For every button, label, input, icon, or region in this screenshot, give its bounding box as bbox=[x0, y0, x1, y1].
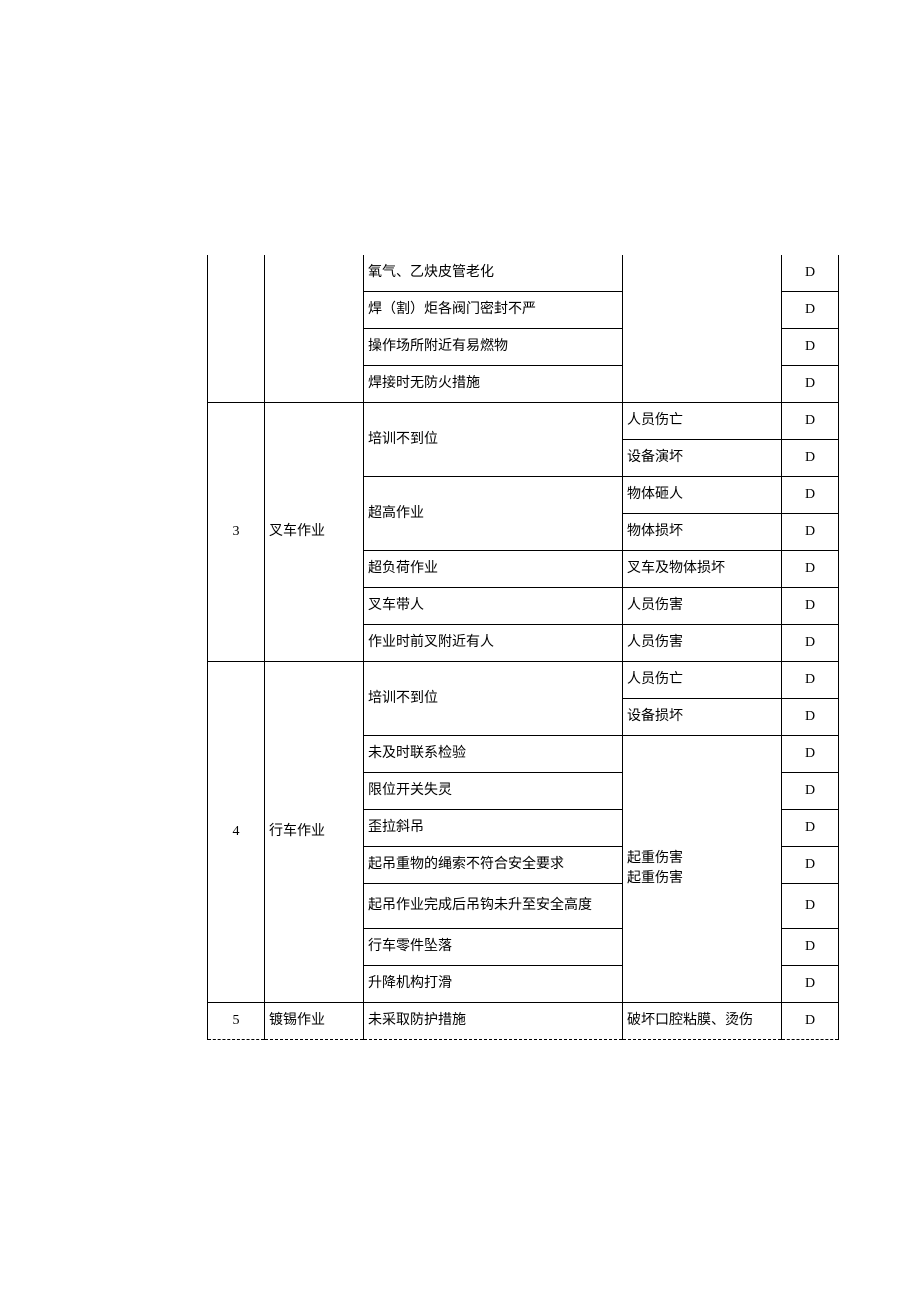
risk-grade: D bbox=[782, 255, 839, 292]
hazard-effect: 人员伤亡 bbox=[623, 403, 782, 440]
risk-grade: D bbox=[782, 847, 839, 884]
row-number bbox=[208, 255, 265, 403]
hazard-cause: 操作场所附近有易燃物 bbox=[364, 329, 623, 366]
hazard-effect: 物体砸人 bbox=[623, 477, 782, 514]
hazard-cause: 未采取防护措施 bbox=[364, 1003, 623, 1040]
operation-name: 行车作业 bbox=[265, 662, 364, 1003]
table-row: 4行车作业培训不到位人员伤亡D bbox=[208, 662, 839, 699]
hazard-cause: 限位开关失灵 bbox=[364, 773, 623, 810]
hazard-effect bbox=[623, 255, 782, 403]
risk-grade: D bbox=[782, 551, 839, 588]
document-page: 氧气、乙炔皮管老化 D 焊（割）炬各阀门密封不严 D 操作场所附近有易燃物 D 焊接时无防火… bbox=[0, 0, 920, 1290]
hazard-cause: 歪拉斜吊 bbox=[364, 810, 623, 847]
hazard-cause: 行车零件坠落 bbox=[364, 929, 623, 966]
hazard-effect: 人员伤害 bbox=[623, 625, 782, 662]
hazard-cause: 氧气、乙炔皮管老化 bbox=[364, 255, 623, 292]
risk-grade: D bbox=[782, 366, 839, 403]
risk-grade: D bbox=[782, 514, 839, 551]
hazard-cause: 作业时前叉附近有人 bbox=[364, 625, 623, 662]
hazard-cause: 超负荷作业 bbox=[364, 551, 623, 588]
hazard-effect: 物体损坏 bbox=[623, 514, 782, 551]
hazard-cause: 焊接时无防火措施 bbox=[364, 366, 623, 403]
row-number: 4 bbox=[208, 662, 265, 1003]
risk-grade: D bbox=[782, 929, 839, 966]
hazard-cause: 未及时联系检验 bbox=[364, 736, 623, 773]
hazard-effect: 起重伤害起重伤害 bbox=[623, 736, 782, 1003]
hazard-effect: 设备损坏 bbox=[623, 699, 782, 736]
row-number: 5 bbox=[208, 1003, 265, 1040]
hazard-effect: 人员伤亡 bbox=[623, 662, 782, 699]
operation-name bbox=[265, 255, 364, 403]
risk-grade: D bbox=[782, 440, 839, 477]
risk-grade: D bbox=[782, 329, 839, 366]
operation-name: 叉车作业 bbox=[265, 403, 364, 662]
operation-name: 镀锡作业 bbox=[265, 1003, 364, 1040]
risk-grade: D bbox=[782, 292, 839, 329]
table-row: 氧气、乙炔皮管老化 D bbox=[208, 255, 839, 292]
risk-grade: D bbox=[782, 773, 839, 810]
risk-grade: D bbox=[782, 810, 839, 847]
hazard-cause: 超高作业 bbox=[364, 477, 623, 551]
hazard-effect: 人员伤害 bbox=[623, 588, 782, 625]
hazard-cause: 培训不到位 bbox=[364, 403, 623, 477]
risk-table-wrap: 氧气、乙炔皮管老化D焊（割）炬各阀门密封不严D操作场所附近有易燃物D焊接时无防火… bbox=[207, 255, 806, 1040]
risk-table: 氧气、乙炔皮管老化 D 焊（割）炬各阀门密封不严 D 操作场所附近有易燃物 D 焊接时无防火… bbox=[207, 255, 839, 1040]
hazard-effect: 破坏口腔粘膜、烫伤 bbox=[623, 1003, 782, 1040]
risk-grade: D bbox=[782, 588, 839, 625]
risk-grade: D bbox=[782, 625, 839, 662]
table-row: 5镀锡作业未采取防护措施破坏口腔粘膜、烫伤D bbox=[208, 1003, 839, 1040]
table-row: 3叉车作业培训不到位人员伤亡D bbox=[208, 403, 839, 440]
hazard-cause: 培训不到位 bbox=[364, 662, 623, 736]
hazard-cause: 叉车带人 bbox=[364, 588, 623, 625]
hazard-cause: 升降机构打滑 bbox=[364, 966, 623, 1003]
hazard-cause: 起吊重物的绳索不符合安全要求 bbox=[364, 847, 623, 884]
risk-grade: D bbox=[782, 966, 839, 1003]
risk-grade: D bbox=[782, 403, 839, 440]
risk-grade: D bbox=[782, 699, 839, 736]
hazard-cause: 起吊作业完成后吊钩未升至安全高度 bbox=[364, 884, 623, 929]
row-number: 3 bbox=[208, 403, 265, 662]
hazard-effect: 设备演坏 bbox=[623, 440, 782, 477]
risk-grade: D bbox=[782, 1003, 839, 1040]
risk-grade: D bbox=[782, 736, 839, 773]
risk-grade: D bbox=[782, 662, 839, 699]
risk-grade: D bbox=[782, 477, 839, 514]
risk-grade: D bbox=[782, 884, 839, 929]
hazard-cause: 焊（割）炬各阀门密封不严 bbox=[364, 292, 623, 329]
hazard-effect: 叉车及物体损坏 bbox=[623, 551, 782, 588]
